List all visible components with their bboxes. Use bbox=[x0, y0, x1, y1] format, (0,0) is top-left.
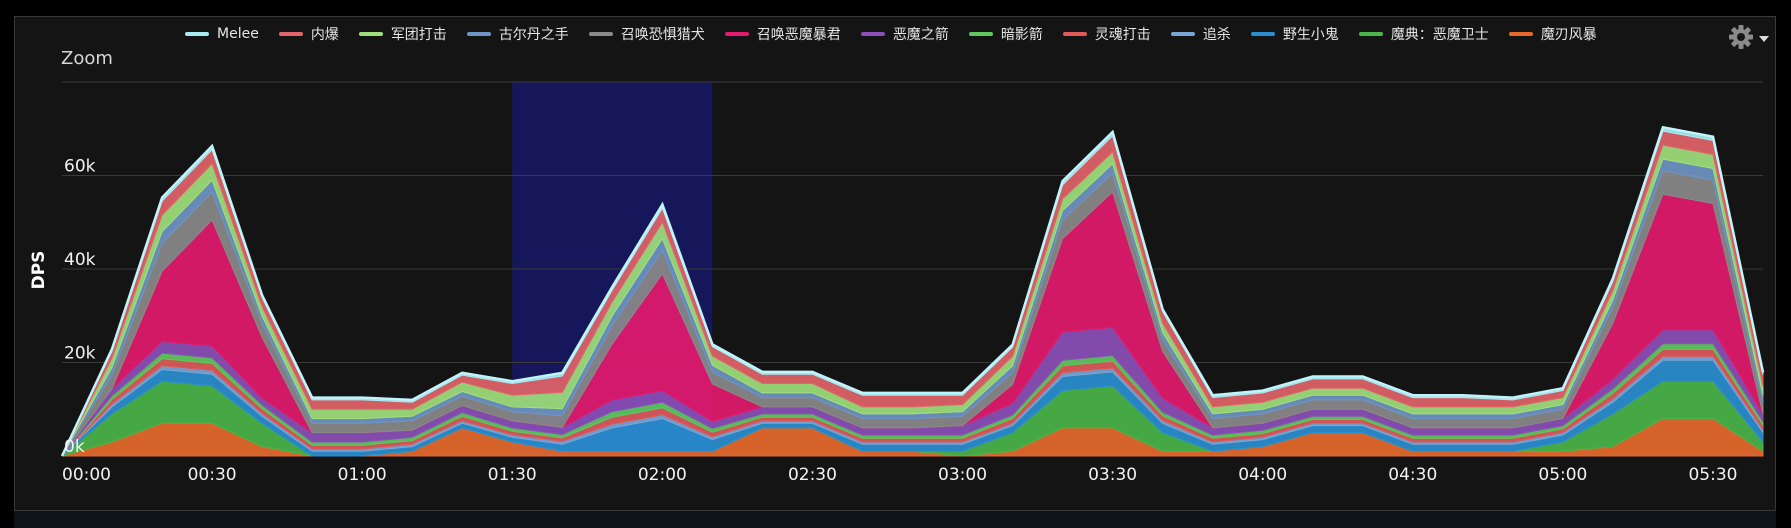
legend-item[interactable]: 追杀 bbox=[1170, 24, 1231, 44]
y-tick-label: 0k bbox=[64, 437, 85, 457]
legend-swatch bbox=[1358, 32, 1383, 36]
zoom-label: Zoom bbox=[61, 48, 113, 69]
legend-label: 内爆 bbox=[310, 27, 339, 43]
chart-legend: Melee 内爆 军团打击 古尔丹之手 召唤恐惧猎犬 召唤恶魔暴君 恶魔之箭 暗影箭 灵魂打击 追… bbox=[185, 24, 1597, 44]
legend-swatch bbox=[358, 32, 383, 36]
y-tick-label: 60k bbox=[64, 157, 96, 177]
x-tick-label: 01:30 bbox=[488, 465, 537, 485]
x-tick-label: 05:00 bbox=[1538, 465, 1587, 485]
legend-swatch bbox=[1062, 32, 1087, 36]
x-tick-label: 04:00 bbox=[1238, 465, 1287, 485]
legend-label: 暗影箭 bbox=[1000, 27, 1043, 43]
chevron-down-icon bbox=[1759, 36, 1769, 42]
legend-swatch bbox=[724, 32, 749, 36]
y-axis-title: DPS bbox=[29, 251, 49, 290]
legend-swatch bbox=[1170, 32, 1195, 36]
legend-label: 魔典：恶魔卫士 bbox=[1390, 27, 1489, 43]
legend-swatch bbox=[588, 32, 613, 36]
legend-swatch bbox=[968, 32, 993, 36]
legend-swatch bbox=[185, 32, 209, 36]
x-tick-label: 03:30 bbox=[1088, 465, 1137, 485]
legend-item[interactable]: 召唤恐惧猎犬 bbox=[588, 24, 705, 44]
legend-item[interactable]: 恶魔之箭 bbox=[860, 24, 949, 44]
legend-swatch bbox=[860, 32, 885, 36]
gear-icon bbox=[1729, 25, 1769, 49]
stack-top-outline bbox=[60, 125, 1765, 457]
legend-label: 召唤恶魔暴君 bbox=[756, 27, 841, 43]
legend-item[interactable]: 野生小鬼 bbox=[1250, 24, 1339, 44]
settings-menu-button[interactable] bbox=[1728, 24, 1772, 50]
y-tick-label: 40k bbox=[64, 250, 96, 270]
legend-item[interactable]: 魔刃风暴 bbox=[1508, 24, 1597, 44]
legend-label: 召唤恐惧猎犬 bbox=[620, 27, 705, 43]
legend-item[interactable]: 古尔丹之手 bbox=[466, 24, 569, 44]
legend-swatch bbox=[278, 32, 303, 36]
legend-item[interactable]: 灵魂打击 bbox=[1062, 24, 1151, 44]
legend-label: 军团打击 bbox=[390, 27, 447, 43]
y-tick-label: 20k bbox=[64, 344, 96, 364]
legend-item[interactable]: 军团打击 bbox=[358, 24, 447, 44]
x-tick-label: 05:30 bbox=[1688, 465, 1737, 485]
legend-label: 野生小鬼 bbox=[1282, 27, 1339, 43]
x-tick-label: 00:00 bbox=[62, 465, 111, 485]
legend-swatch bbox=[466, 32, 491, 36]
legend-item[interactable]: 暗影箭 bbox=[968, 24, 1043, 44]
legend-item[interactable]: 召唤恶魔暴君 bbox=[724, 24, 841, 44]
legend-item[interactable]: Melee bbox=[185, 24, 259, 44]
legend-label: 古尔丹之手 bbox=[498, 27, 569, 43]
legend-label: 魔刃风暴 bbox=[1540, 27, 1597, 43]
legend-swatch bbox=[1250, 32, 1275, 36]
series-area-11[interactable] bbox=[61, 130, 1764, 457]
legend-label: 恶魔之箭 bbox=[892, 27, 949, 43]
legend-label: Melee bbox=[217, 26, 259, 42]
bottom-strip bbox=[14, 511, 1776, 528]
x-tick-label: 01:00 bbox=[338, 465, 387, 485]
legend-label: 灵魂打击 bbox=[1094, 27, 1151, 43]
x-tick-label: 02:30 bbox=[788, 465, 837, 485]
legend-item[interactable]: 魔典：恶魔卫士 bbox=[1358, 24, 1489, 44]
legend-label: 追杀 bbox=[1202, 27, 1231, 43]
x-tick-label: 04:30 bbox=[1388, 465, 1437, 485]
x-tick-label: 02:00 bbox=[638, 465, 687, 485]
legend-item[interactable]: 内爆 bbox=[278, 24, 339, 44]
x-tick-label: 03:00 bbox=[938, 465, 987, 485]
x-tick-label: 00:30 bbox=[188, 465, 237, 485]
legend-swatch bbox=[1508, 32, 1533, 36]
